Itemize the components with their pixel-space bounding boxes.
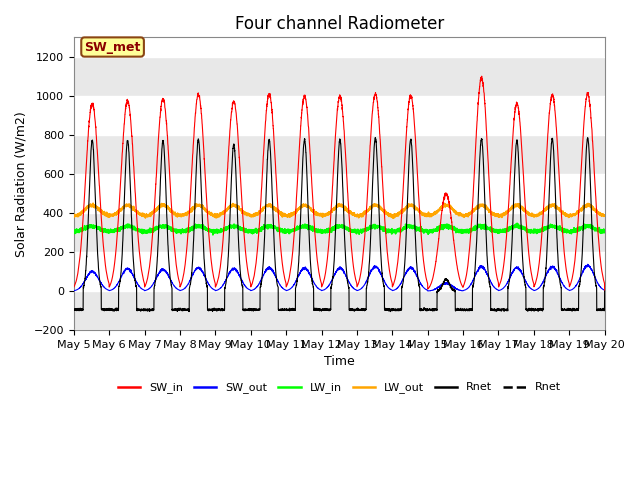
LW_in [70,228,77,234]
SW_out [584,262,591,267]
SW_out [319,288,327,293]
LW_in [488,228,496,233]
Bar [74,213,605,252]
SW_in [319,280,327,286]
SW_out [458,288,466,294]
Line: Rnet: Rnet [74,138,605,312]
LW_in [601,228,609,234]
LW_in [458,229,466,235]
Rnet [70,306,77,312]
Legend: SW_in, SW_out, LW_in, LW_out, Rnet, Rnet: SW_in, SW_out, LW_in, LW_out, Rnet, Rnet [113,378,565,398]
LW_in [429,228,436,234]
Text: SW_met: SW_met [84,40,141,53]
SW_out [165,275,173,280]
Rnet [458,307,466,313]
SW_in [70,284,77,290]
SW_in [478,73,486,79]
LW_in [319,228,327,234]
Bar [74,57,605,96]
LW_out [488,211,496,216]
LW_in [600,229,608,235]
Bar [74,291,605,330]
LW_out [458,213,466,219]
LW_in [209,232,217,238]
LW_out [165,205,173,211]
Rnet [600,308,608,314]
SW_in [600,279,608,285]
Line: LW_out: LW_out [74,203,605,218]
LW_out [70,212,77,218]
SW_out [600,287,608,293]
Rnet [488,307,496,312]
Rnet [601,288,609,294]
LW_out [89,200,97,206]
Rnet [319,307,327,312]
Bar [74,135,605,174]
Y-axis label: Solar Radiation (W/m2): Solar Radiation (W/m2) [15,111,28,257]
Rnet [165,263,173,268]
Rnet [185,309,193,314]
SW_in [488,229,496,235]
SW_out [601,288,609,294]
LW_in [165,227,173,232]
LW_in [513,220,521,226]
LW_out [601,213,609,219]
LW_out [390,216,397,221]
Line: SW_in: SW_in [74,76,605,291]
Rnet [371,135,379,141]
LW_out [600,212,608,218]
Title: Four channel Radiometer: Four channel Radiometer [235,15,444,33]
SW_in [601,288,609,294]
SW_in [458,282,466,288]
Line: LW_in: LW_in [74,223,605,235]
SW_in [165,164,173,169]
LW_out [429,212,436,218]
LW_out [319,212,327,217]
SW_out [70,288,77,294]
SW_out [429,288,436,293]
SW_in [429,276,436,282]
Rnet [429,306,436,312]
SW_out [488,281,496,287]
Line: SW_out: SW_out [74,264,605,291]
X-axis label: Time: Time [324,355,355,369]
